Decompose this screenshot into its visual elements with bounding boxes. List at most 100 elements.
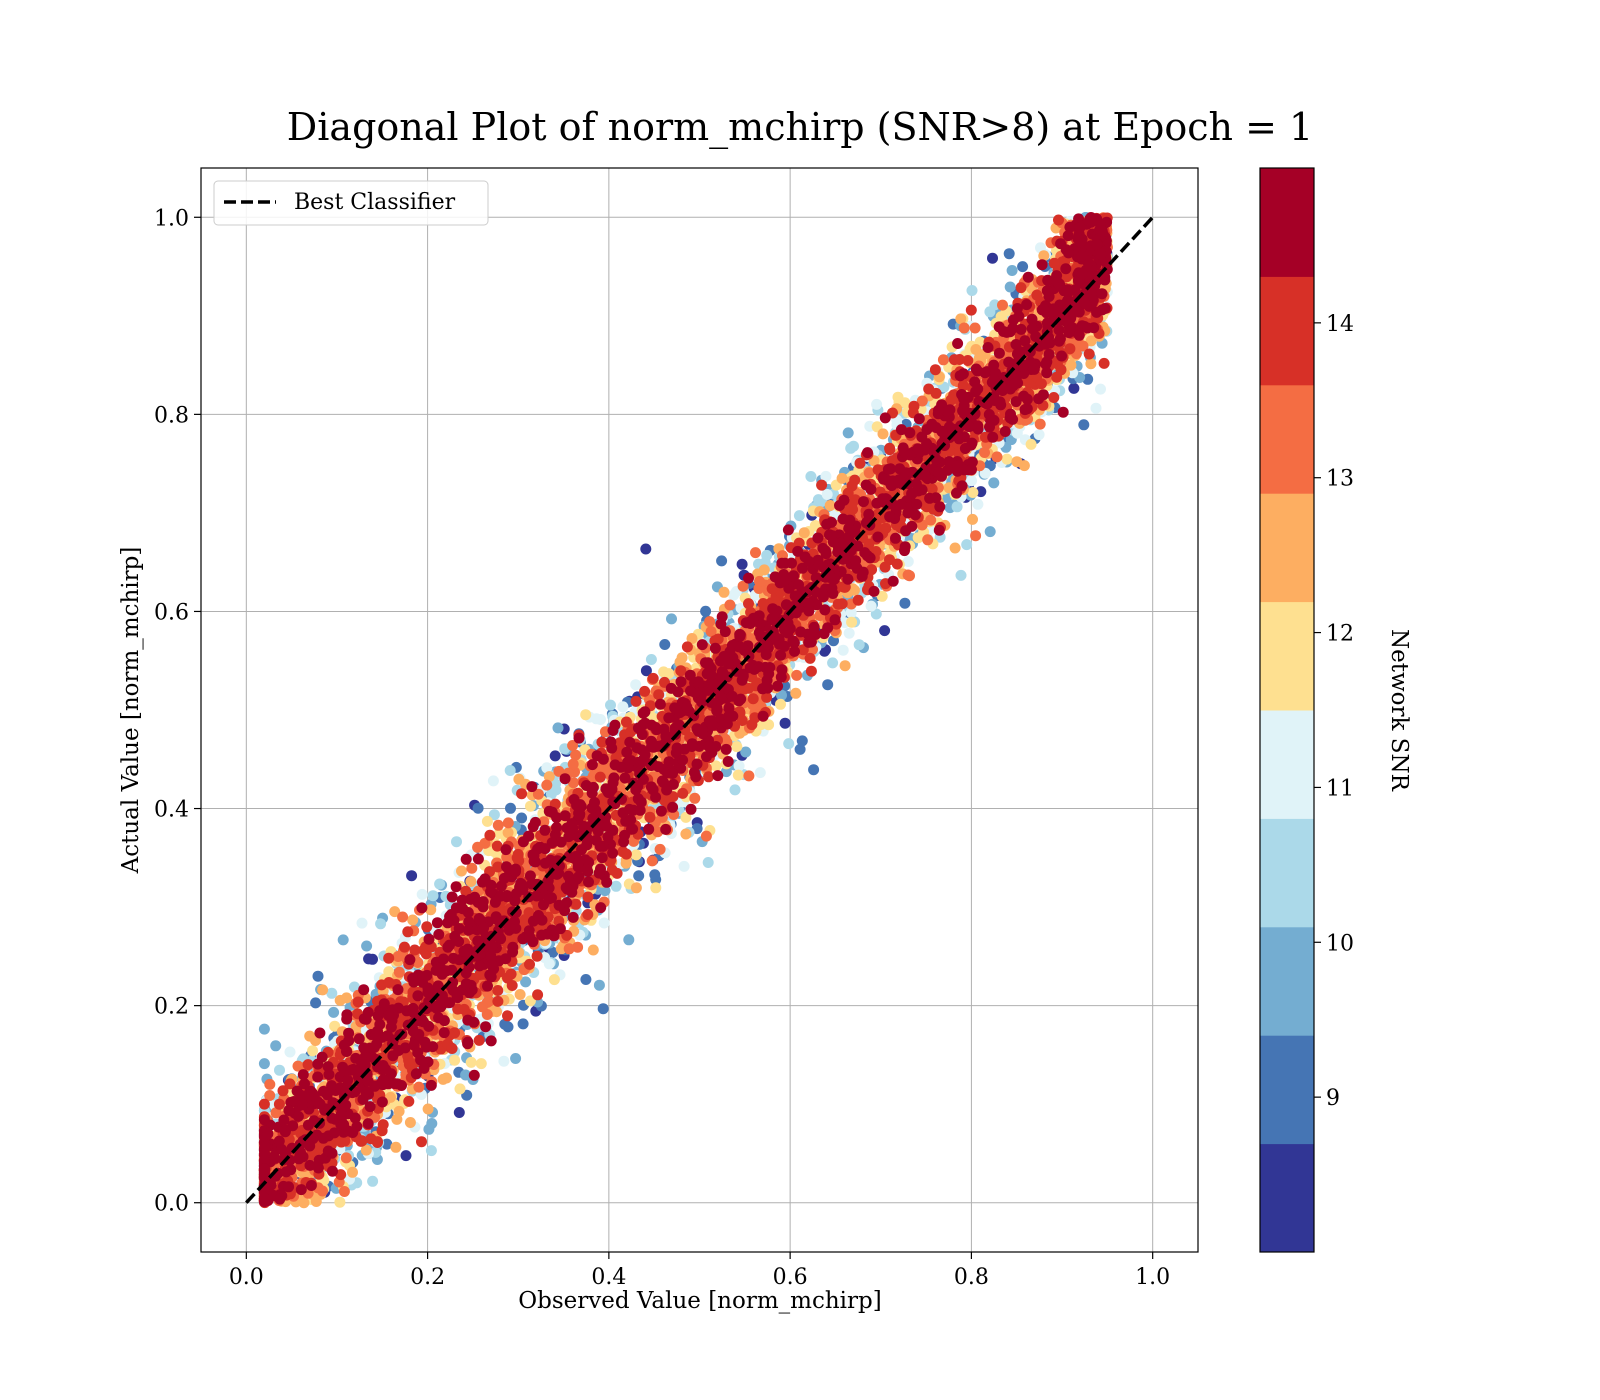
scatter-point	[837, 644, 849, 656]
scatter-point	[367, 953, 378, 965]
scatter-point	[504, 765, 516, 776]
scatter-point	[729, 784, 741, 796]
scatter-point	[310, 997, 322, 1009]
scatter-point	[548, 974, 560, 986]
scatter-point	[987, 252, 998, 264]
scatter-point	[1068, 382, 1080, 394]
scatter-point	[984, 306, 996, 318]
scatter-point	[846, 616, 858, 628]
scatter-point	[593, 979, 605, 991]
scatter-point	[676, 652, 688, 664]
scatter-point	[341, 992, 352, 1004]
scatter-point	[645, 654, 657, 665]
scatter-point	[437, 1073, 449, 1085]
scatter-point	[1003, 248, 1015, 260]
scatter-point	[329, 1020, 341, 1032]
scatter-point	[595, 714, 606, 725]
scatter-point	[475, 1058, 487, 1070]
scatter-point	[736, 558, 748, 570]
scatter-point	[472, 802, 484, 814]
scatter-point	[451, 836, 462, 848]
scatter-point	[902, 556, 914, 567]
scatter-point	[798, 527, 810, 539]
scatter-point	[988, 477, 1000, 489]
scatter-point	[680, 811, 692, 823]
scatter-point	[710, 760, 722, 772]
scatter-point	[381, 1138, 393, 1150]
scatter-point	[949, 542, 961, 554]
scatter-point	[493, 828, 505, 839]
scatter-point	[763, 719, 775, 731]
scatter-point	[984, 526, 996, 538]
scatter-point	[740, 746, 752, 758]
scatter-point	[348, 981, 360, 993]
scatter-point	[732, 769, 744, 781]
scatter-point	[498, 1055, 510, 1067]
scatter-point	[1033, 429, 1045, 441]
scatter-point	[454, 1083, 466, 1095]
scatter-point	[488, 809, 500, 821]
scatter-point	[617, 701, 629, 713]
scatter-point	[434, 878, 446, 890]
scatter-point	[543, 958, 555, 970]
scatter-point	[312, 970, 324, 982]
scatter-point	[422, 1103, 434, 1115]
scatter-point	[1011, 427, 1023, 439]
scatter-point	[659, 639, 671, 650]
scatter-point	[955, 569, 967, 581]
scatter-point	[967, 513, 978, 525]
scatter-point	[951, 501, 963, 513]
scatter-point	[541, 762, 553, 774]
scatter-point	[304, 1030, 316, 1042]
scatter-point	[1090, 402, 1102, 414]
scatter-point	[552, 722, 564, 734]
scatter-point	[1004, 281, 1016, 293]
scatter-point	[400, 1150, 412, 1162]
scatter-points	[258, 212, 1113, 1209]
scatter-point	[449, 1054, 461, 1066]
scatter-point	[317, 984, 329, 996]
scatter-point	[779, 717, 791, 729]
scatter-point	[404, 1117, 416, 1128]
scatter-point	[547, 946, 559, 958]
scatter-point	[513, 773, 525, 785]
scatter-point	[525, 800, 536, 812]
scatter-point	[1006, 265, 1018, 276]
scatter-point	[649, 869, 661, 881]
scatter-point	[1065, 359, 1077, 371]
scatter-point	[961, 539, 973, 551]
scatter-point	[610, 880, 622, 892]
scatter-point	[716, 555, 728, 567]
scatter-point	[453, 1107, 465, 1118]
scatter-point	[836, 472, 848, 484]
scatter-point	[754, 767, 766, 779]
scatter-point	[326, 987, 338, 999]
scatter-point	[258, 1058, 270, 1070]
scatter-point	[487, 775, 499, 787]
scatter-point	[783, 738, 795, 750]
scatter-point	[623, 934, 635, 946]
scatter-point	[520, 976, 532, 988]
scatter-point	[966, 285, 978, 296]
scatter-point	[274, 1064, 285, 1076]
scatter-point	[514, 989, 526, 1000]
scatter-point	[510, 1053, 522, 1064]
scatter-point	[456, 865, 467, 877]
scatter-point	[356, 917, 368, 929]
scatter-point	[842, 427, 854, 439]
scatter-point	[702, 857, 714, 868]
scatter-point	[1095, 383, 1106, 395]
scatter-point	[270, 1040, 282, 1052]
scatter-point	[796, 735, 808, 747]
scatter-point	[630, 849, 642, 861]
scatter-point	[700, 605, 712, 617]
scatter-point	[361, 940, 373, 952]
scatter-point	[821, 489, 833, 500]
scatter-point	[666, 613, 677, 625]
scatter-point	[347, 1166, 358, 1178]
scatter-point	[630, 882, 642, 894]
scatter-point	[877, 428, 889, 440]
scatter-point	[640, 543, 652, 555]
scatter-point	[650, 882, 662, 894]
scatter-point	[334, 1196, 346, 1208]
